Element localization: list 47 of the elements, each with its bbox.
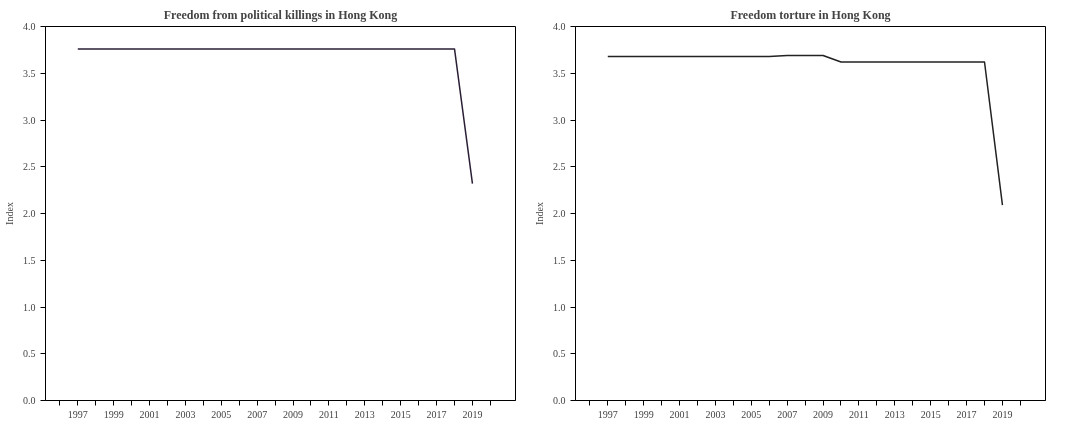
x-tick-label: 2003 (175, 408, 196, 420)
x-tick-label: 2017 (956, 408, 977, 420)
x-tick-label: 2019 (462, 408, 483, 420)
y-tick-label: 4.0 (553, 21, 566, 32)
y-tick-label: 0.5 (553, 348, 566, 360)
y-tick-label: 3.0 (23, 114, 36, 126)
x-tick-label: 2007 (247, 408, 268, 420)
y-tick-label: 2.5 (23, 161, 36, 173)
y-tick-label: 1.5 (553, 254, 566, 266)
x-tick-label: 2011 (849, 408, 869, 420)
x-tick-label: 2001 (139, 408, 160, 420)
y-tick-label: 1.0 (23, 301, 36, 313)
y-tick-label: 3.5 (553, 67, 566, 79)
x-tick-label: 2011 (319, 408, 339, 420)
x-tick-label: 2005 (211, 408, 232, 420)
y-tick-label: 0.0 (553, 395, 566, 406)
y-tick-label: 0.5 (23, 348, 36, 360)
y-tick-label: 1.5 (23, 254, 36, 266)
x-tick-label: 2019 (992, 408, 1013, 420)
x-tick-label: 1999 (103, 408, 124, 420)
x-tick-label: 1999 (633, 408, 654, 420)
x-tick-label: 2013 (354, 408, 375, 420)
x-tick-label: 2009 (813, 408, 834, 420)
y-tick-label: 2.5 (553, 161, 566, 173)
x-tick-label: 2001 (669, 408, 690, 420)
x-tick-label: 2007 (777, 408, 798, 420)
y-tick-label: 3.0 (553, 114, 566, 126)
x-tick-label: 2013 (884, 408, 905, 420)
x-tick-label: 2015 (390, 408, 411, 420)
y-axis-title: Index (4, 202, 15, 225)
x-tick-label: 2015 (920, 408, 941, 420)
x-tick-label: 2005 (741, 408, 762, 420)
x-tick-label: 2017 (426, 408, 447, 420)
x-tick-label: 2003 (705, 408, 726, 420)
y-tick-label: 4.0 (23, 21, 36, 32)
line-series (607, 54, 1004, 206)
y-tick-label: 0.0 (23, 395, 36, 406)
chart-title: Freedom torture in Hong Kong (730, 7, 891, 22)
x-tick-label: 1997 (597, 408, 618, 420)
y-tick-label: 2.0 (553, 208, 566, 219)
y-tick-label: 2.0 (23, 208, 36, 219)
y-axis-title: Index (534, 202, 545, 225)
y-tick-label: 3.5 (23, 67, 36, 79)
chart-title: Freedom from political killings in Hong Kong (163, 7, 398, 22)
y-tick-label: 1.0 (553, 301, 566, 313)
x-tick-label: 1997 (67, 408, 88, 420)
x-tick-label: 2009 (283, 408, 304, 420)
